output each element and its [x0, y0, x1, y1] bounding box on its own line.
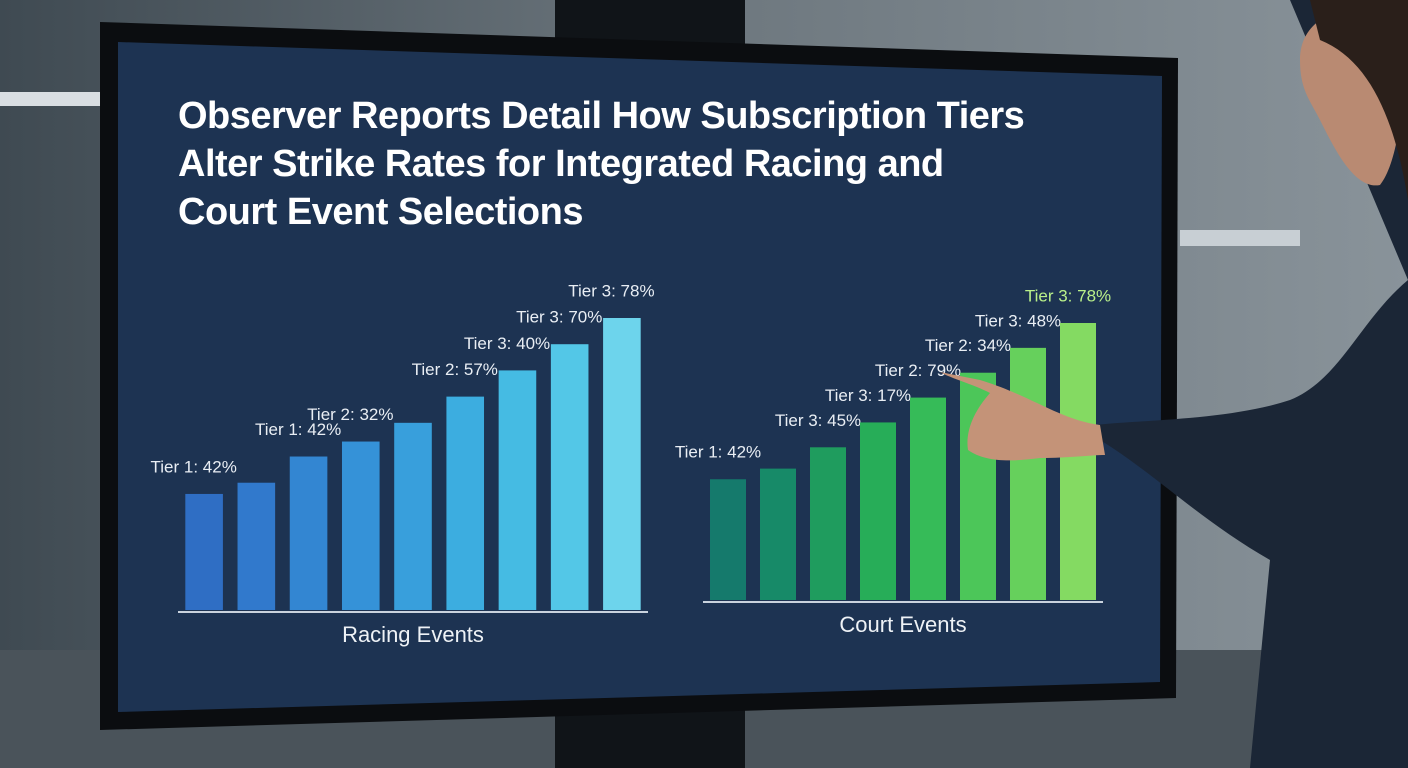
ceiling-light — [1180, 230, 1300, 246]
bar-label: Tier 1: 42% — [255, 420, 341, 439]
bar — [498, 370, 537, 610]
title: Observer Reports Detail How Subscription… — [178, 95, 1025, 233]
bar-label: Tier 2: 32% — [307, 405, 393, 424]
bar-label: Tier 1: 42% — [675, 443, 761, 462]
bar-label: Tier 3: 40% — [464, 334, 550, 353]
bar — [550, 344, 589, 610]
pointing-hand — [940, 372, 1105, 461]
bar — [603, 318, 641, 610]
bar — [1010, 347, 1046, 600]
bar-label: Tier 3: 78% — [1025, 286, 1111, 305]
bar — [1060, 323, 1096, 600]
bar-label: Tier 2: 34% — [925, 336, 1011, 355]
bar-label: Tier 3: 48% — [975, 311, 1061, 330]
bar-label: Tier 3: 70% — [516, 308, 602, 327]
bar — [185, 493, 223, 610]
x-axis-label: Racing Events — [342, 622, 484, 647]
plots: Tier 1: 42%Tier 1: 42%Tier 2: 32%Tier 2:… — [151, 281, 1112, 646]
bar — [394, 422, 432, 610]
bar-label: Tier 2: 57% — [412, 360, 498, 379]
bar-label: Tier 2: 79% — [875, 361, 961, 380]
bar — [289, 456, 328, 610]
x-axis-label: Court Events — [839, 612, 966, 637]
bar — [860, 422, 896, 600]
bar-label: Tier 1: 42% — [151, 457, 237, 476]
person-suit — [1095, 0, 1408, 768]
ceiling-light — [0, 92, 110, 106]
bar — [710, 479, 746, 600]
bar — [810, 447, 846, 600]
bar-label: Tier 3: 17% — [825, 386, 911, 405]
bar-label: Tier 3: 78% — [568, 281, 654, 300]
bar-label: Tier 3: 45% — [775, 411, 861, 430]
bar — [341, 441, 380, 610]
bar — [446, 396, 485, 610]
bar — [760, 468, 796, 600]
bar — [237, 482, 276, 610]
bar — [910, 397, 946, 600]
person-hair — [1310, 0, 1408, 200]
